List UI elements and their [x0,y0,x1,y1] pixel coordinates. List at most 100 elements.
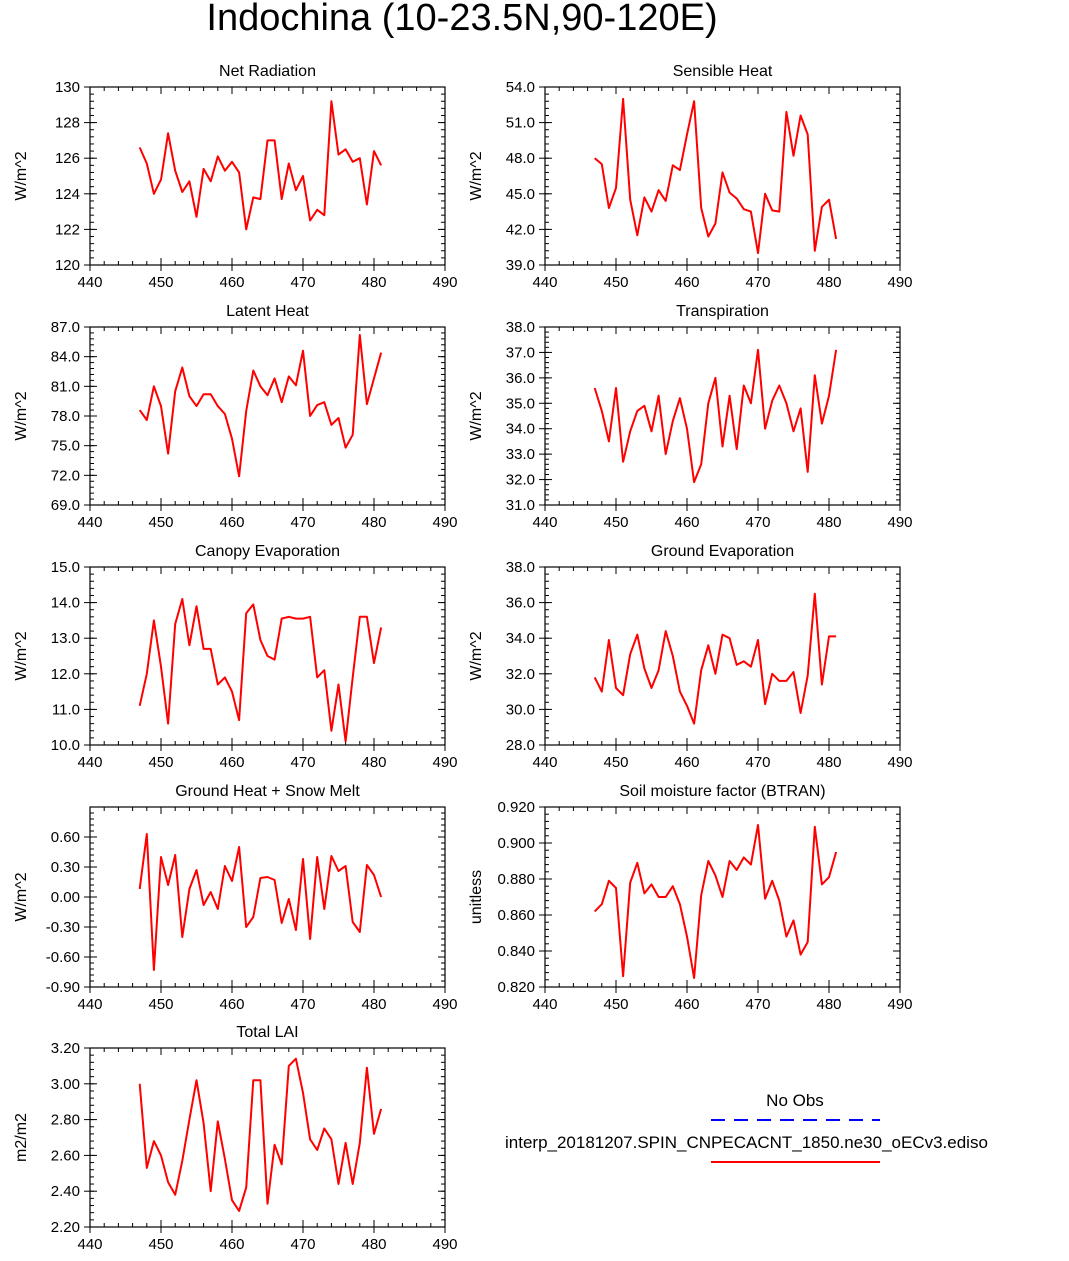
legend: No Obs interp_20181207.SPIN_CNPECACNT_18… [505,1091,988,1163]
x-tick-label: 480 [361,514,386,531]
panel: Canopy Evaporation W/m^2 440 450 460 470 480 49… [13,543,458,771]
series-line [138,1057,383,1212]
x-tick-label: 440 [532,996,557,1013]
y-tick-label: 11.0 [52,701,80,718]
legend-obs-label: No Obs [766,1091,824,1110]
plot-frame [544,326,901,506]
series-line [593,824,838,979]
y-tick-label: 39.0 [506,257,535,274]
x-tick-label: 450 [603,754,628,771]
y-tick-label: -0.60 [46,949,80,966]
y-tick-label: 36.0 [506,370,535,387]
x-tick-label: 460 [219,274,244,291]
panel-title: Net Radiation [219,63,316,80]
y-tick-label: 69.0 [51,497,80,514]
x-tick-label: 460 [674,996,699,1013]
plot-frame [544,86,901,266]
y-tick-label: 48.0 [506,150,535,167]
panel: Total LAI m2/m2 440 450 460 470 480 490 2.20 2.40… [13,1024,458,1253]
y-tick-label: 0.900 [497,835,535,852]
x-tick-label: 460 [219,514,244,531]
y-tick-label: 0.30 [51,859,80,876]
x-tick-label: 460 [219,754,244,771]
y-tick-label: 15.0 [51,559,80,576]
y-tick-label: 12.0 [51,666,80,683]
y-tick-label: 0.820 [497,979,535,996]
y-tick-label: 36.0 [506,595,535,612]
x-tick-label: 490 [887,754,912,771]
y-tick-label: 30.0 [506,701,535,718]
y-tick-label: 122 [55,221,80,238]
panels: Net Radiation W/m^2 440 450 460 470 480 490 120 1… [13,63,913,1253]
x-tick-label: 440 [532,754,557,771]
plot-frame [89,806,446,988]
x-tick-label: 470 [745,754,770,771]
panel-title: Ground Evaporation [651,543,794,560]
x-tick-label: 440 [532,274,557,291]
x-tick-label: 480 [816,996,841,1013]
series-line [138,100,382,231]
series-line [138,333,383,478]
y-tick-label: 2.60 [51,1147,80,1164]
series-line [138,833,383,971]
y-tick-label: 3.20 [51,1040,80,1057]
y-tick-label: 32.0 [506,472,535,489]
x-tick-label: 480 [361,274,386,291]
x-tick-label: 490 [432,1236,457,1253]
y-axis-label: W/m^2 [13,391,30,440]
y-tick-label: 0.60 [51,829,80,846]
legend-model-label: interp_20181207.SPIN_CNPECACNT_1850.ne30… [505,1133,988,1152]
y-tick-label: 0.00 [51,889,80,906]
y-tick-label: 54.0 [506,79,535,96]
y-tick-label: 38.0 [506,559,535,576]
y-tick-label: -0.90 [46,979,80,996]
y-axis-label: W/m^2 [13,631,30,680]
y-tick-label: 42.0 [506,221,535,238]
panel: Ground Heat + Snow Melt W/m^2 440 450 460 470… [13,783,458,1013]
y-tick-label: 37.0 [506,344,535,361]
x-tick-label: 470 [745,996,770,1013]
x-tick-label: 490 [887,274,912,291]
y-axis-label: m2/m2 [13,1113,30,1162]
x-tick-label: 450 [148,274,173,291]
panel-title: Ground Heat + Snow Melt [175,783,360,800]
x-tick-label: 450 [148,1236,173,1253]
y-tick-label: 130 [55,79,80,96]
y-tick-label: 32.0 [506,666,535,683]
y-tick-label: 126 [55,150,80,167]
x-tick-label: 480 [361,996,386,1013]
x-tick-label: 440 [532,514,557,531]
x-tick-label: 480 [816,514,841,531]
x-tick-label: 470 [290,274,315,291]
panel: Sensible Heat W/m^2 440 450 460 470 480 490 39.0… [468,63,913,291]
y-tick-label: -0.30 [46,919,80,936]
panel-title: Transpiration [676,303,769,320]
y-tick-label: 84.0 [51,349,80,366]
panel: Transpiration W/m^2 440 450 460 470 480 490 31.0… [468,303,913,531]
x-tick-label: 460 [219,1236,244,1253]
y-tick-label: 120 [55,257,80,274]
y-tick-label: 75.0 [51,438,80,455]
y-tick-label: 0.840 [497,943,535,960]
plot-frame [89,566,446,746]
y-tick-label: 72.0 [51,467,80,484]
x-tick-label: 450 [603,996,628,1013]
y-tick-label: 35.0 [506,395,535,412]
y-tick-label: 34.0 [506,630,535,647]
y-tick-label: 45.0 [506,186,535,203]
y-tick-label: 128 [55,115,80,132]
x-tick-label: 480 [816,274,841,291]
y-axis-label: unitless [468,870,485,924]
x-tick-label: 440 [77,514,102,531]
x-tick-label: 450 [148,754,173,771]
x-tick-label: 480 [361,1236,386,1253]
series-line [593,592,837,725]
x-tick-label: 470 [290,996,315,1013]
y-tick-label: 78.0 [51,408,80,425]
series-line [138,598,383,743]
panel-title: Total LAI [236,1024,298,1041]
x-tick-label: 490 [432,996,457,1013]
y-tick-label: 33.0 [506,446,535,463]
panel-title: Soil moisture factor (BTRAN) [619,783,825,800]
